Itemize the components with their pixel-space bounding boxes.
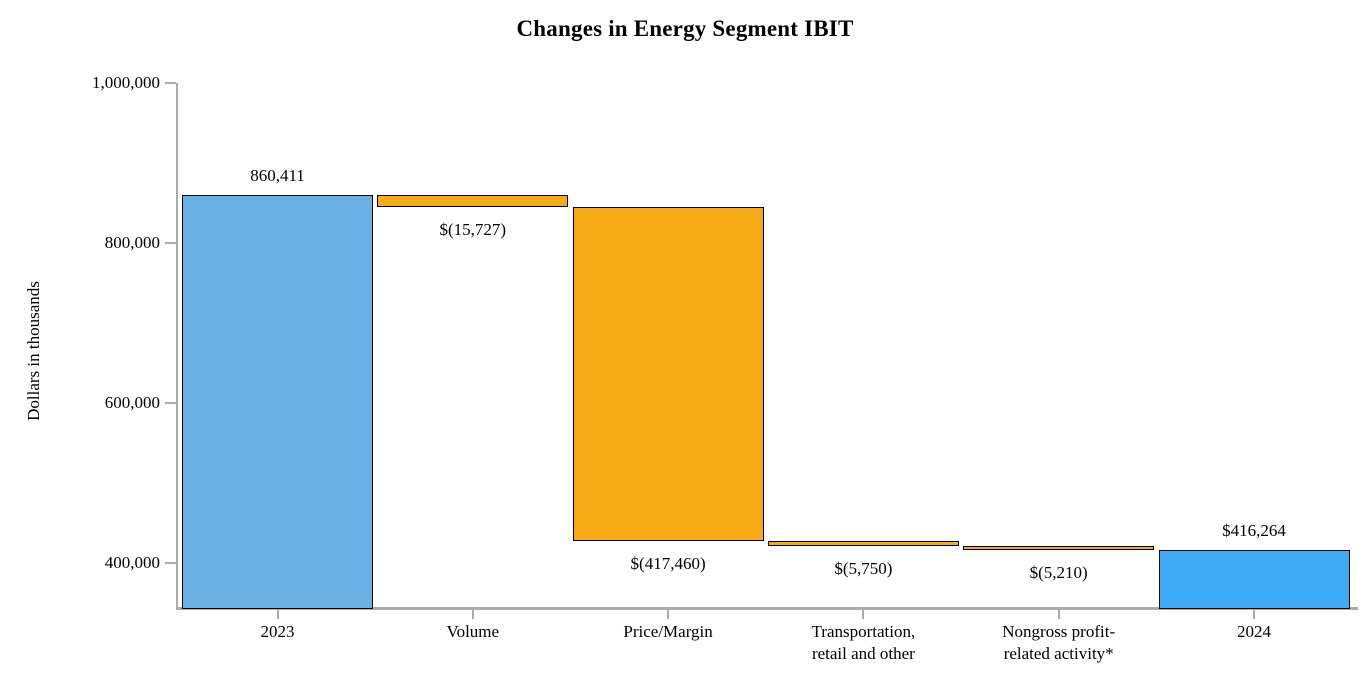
x-axis-line [176,607,1358,610]
waterfall-bar [182,194,373,609]
y-tick-label: 1,000,000 [92,73,160,92]
category-label-line: Nongross profit- [1002,622,1116,641]
x-tick-mark [862,610,865,619]
category-label: Price/Margin [558,621,778,643]
x-tick-mark [1057,610,1060,619]
chart-title: Changes in Energy Segment IBIT [516,16,854,41]
bar-value-label: $416,264 [1222,520,1286,540]
category-label-line: 2024 [1237,622,1271,641]
y-tick-mark [165,402,176,404]
y-tick-mark [165,562,176,564]
category-label-line: Volume [446,622,500,641]
bar-value-label: $(417,460) [630,554,706,574]
x-tick-mark [1253,610,1255,619]
y-axis-title: Dollars in thousands [24,281,43,421]
x-tick-mark [667,610,670,619]
category-label: 2023 [168,621,388,643]
bar-value-label: 860,411 [250,165,305,185]
waterfall-bar [572,207,764,542]
y-tick-mark [165,82,176,84]
category-label-line: Transportation, [811,622,916,641]
bar-value-label: $(5,210) [1029,562,1088,582]
category-label-line: related activity* [1003,644,1114,663]
category-label-line: retail and other [811,644,915,663]
x-tick-mark [276,610,279,619]
category-label: 2024 [1144,621,1364,643]
y-axis-line [176,83,178,610]
waterfall-bar [767,541,959,546]
category-label-line: Price/Margin [623,622,713,641]
category-label: Nongross profit-related activity* [949,621,1169,665]
category-label: Transportation, retail and other [753,621,973,665]
bar-value-label: $(5,750) [834,558,893,578]
y-tick-label: 400,000 [104,553,160,572]
waterfall-bar [377,194,569,208]
category-label: Volume [363,621,583,643]
y-tick-label: 800,000 [104,233,160,252]
waterfall-bar [1158,549,1350,609]
y-tick-label: 600,000 [104,393,160,412]
y-tick-mark [165,242,176,244]
x-tick-mark [471,610,474,619]
waterfall-bar [963,545,1155,550]
bar-value-label: $(15,727) [439,220,507,240]
category-label-line: 2023 [260,622,295,641]
